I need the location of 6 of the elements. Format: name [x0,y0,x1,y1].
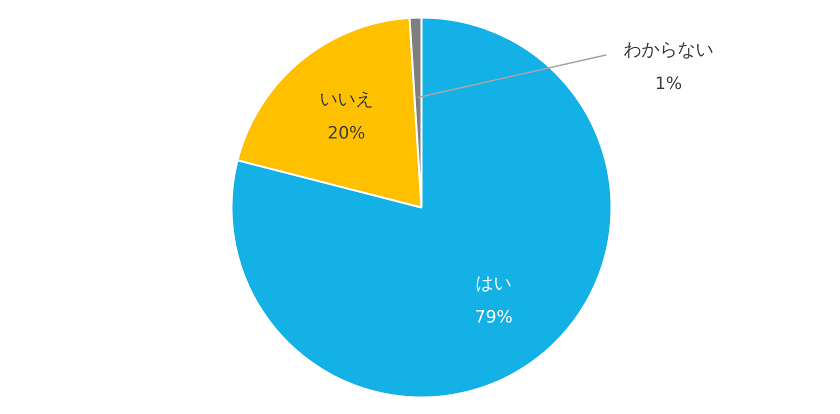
data-label: 79% [474,308,513,328]
data-label: 1% [655,74,682,94]
slice-label: わからない [624,39,714,60]
slice-label: はい [476,273,512,294]
data-label: 20% [328,124,366,144]
slice-label: いいえ [319,89,374,110]
